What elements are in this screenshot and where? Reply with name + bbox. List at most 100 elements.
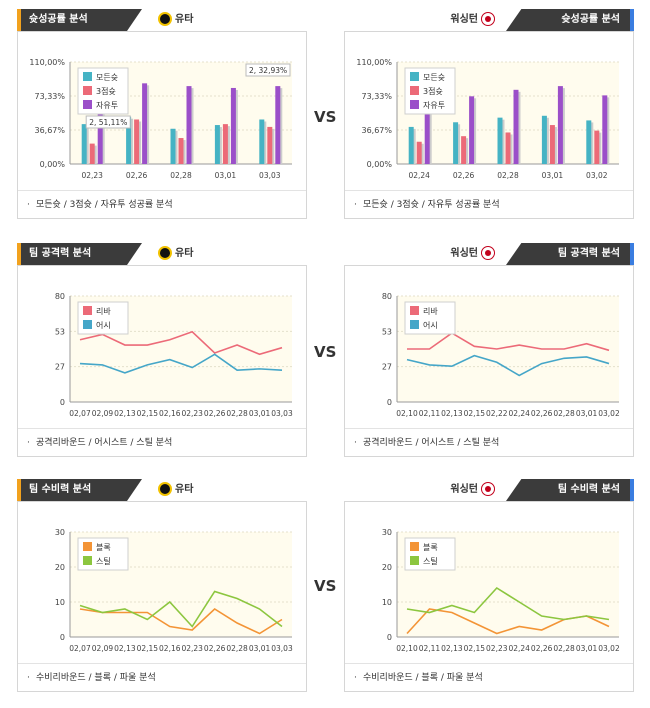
panel-tab-title: 슛성공률 분석 [17, 9, 142, 31]
team-label: 유타 [175, 484, 194, 495]
panel-header: 슛성공률 분석 유타 [17, 9, 307, 31]
x-tick-label: 02,28 [497, 171, 519, 180]
vs-label: VS [314, 577, 337, 595]
legend-swatch [83, 556, 92, 565]
x-tick-label: 02,28 [553, 644, 575, 653]
chart-box: 80 53 27 0 02,07 02,09 02,13 02,15 02,16 02,23 02,… [17, 265, 307, 457]
legend-label: 자유투 [96, 101, 118, 110]
x-tick-label: 03,03 [259, 171, 281, 180]
team-logo-icon [481, 246, 495, 260]
legend-label: 3점슛 [423, 86, 443, 96]
defense-panel-home: 팀 수비력 분석 유타 30 20 10 0 02,07 02,09 02,13 02,15 0… [17, 479, 307, 692]
y-tick-label: 20 [55, 563, 65, 572]
series-line [79, 590, 283, 628]
y-tick-label: 73,33% [34, 92, 65, 101]
legend-label: 리바 [423, 306, 438, 316]
x-tick-label: 03,02 [586, 171, 608, 180]
y-tick-label: 30 [55, 528, 65, 537]
x-tick-label: 02,26 [204, 409, 226, 418]
team-name: 워싱턴 [450, 479, 498, 501]
team-logo-icon [158, 482, 172, 496]
y-tick-label: 53 [55, 327, 65, 336]
bar [186, 86, 192, 164]
x-tick-label: 03,02 [598, 409, 620, 418]
x-tick-label: 02,26 [126, 171, 148, 180]
x-tick-label: 02,26 [531, 644, 553, 653]
legend-swatch [410, 100, 419, 109]
y-tick-label: 0 [387, 633, 392, 642]
x-tick-label: 02,11 [419, 644, 441, 653]
team-label: 워싱턴 [450, 248, 478, 259]
y-tick-label: 73,33% [361, 92, 392, 101]
bar [170, 128, 176, 164]
x-tick-label: 02,24 [508, 644, 530, 653]
x-tick-label: 03,02 [598, 644, 620, 653]
legend-label: 스틸 [96, 556, 111, 566]
series-line [406, 586, 610, 621]
bar [81, 124, 87, 164]
x-tick-label: 02,23 [181, 644, 203, 653]
x-tick-label: 02,26 [531, 409, 553, 418]
legend-label: 어시 [96, 320, 111, 330]
bar-chart: 110,00% 73,33% 36,67% 0,00% 02,23 02,26 02,28 0… [29, 58, 292, 180]
offense-panel-home: 팀 공격력 분석 유타 80 53 27 0 02,07 02,09 02,13 02,15 0… [17, 243, 307, 457]
x-tick-label: 02,23 [486, 644, 508, 653]
y-tick-label: 110,00% [356, 58, 392, 67]
x-tick-label: 02,28 [226, 409, 248, 418]
y-tick-label: 10 [55, 598, 65, 607]
team-name: 워싱턴 [450, 9, 498, 31]
shooting-panel-home: 슛성공률 분석 유타 110,00% 73,33% 36,67% 0,00% 02,23… [17, 9, 307, 219]
y-tick-label: 0 [60, 398, 65, 407]
x-tick-label: 03,01 [215, 171, 237, 180]
bar [586, 120, 592, 164]
legend-label: 블록 [96, 542, 111, 552]
x-tick-label: 02,13 [441, 644, 463, 653]
x-tick-label: 02,13 [441, 409, 463, 418]
bar [408, 126, 414, 164]
bar [230, 87, 236, 164]
x-tick-label: 02,22 [486, 409, 508, 418]
legend-swatch [83, 320, 92, 329]
chart-box: 30 20 10 0 02,07 02,09 02,13 02,15 02,16 02,23 02,… [17, 501, 307, 692]
y-tick-label: 27 [382, 363, 392, 372]
legend-swatch [83, 306, 92, 315]
y-tick-label: 36,67% [34, 126, 65, 135]
y-tick-label: 110,00% [29, 58, 65, 67]
x-tick-label: 03,01 [576, 644, 598, 653]
chart-footer: 수비리바운드 / 블록 / 파울 분석 [18, 663, 306, 692]
bar [89, 143, 95, 164]
x-tick-label: 02,28 [170, 171, 192, 180]
x-tick-label: 02,15 [137, 644, 159, 653]
team-name: 워싱턴 [450, 243, 498, 265]
panel-tab-title: 팀 수비력 분석 [17, 479, 142, 501]
x-tick-label: 02,09 [92, 409, 114, 418]
team-name: 유타 [155, 479, 193, 501]
x-tick-label: 02,28 [226, 644, 248, 653]
annotation-label: 2, 51,11% [89, 118, 127, 127]
bar [513, 89, 519, 164]
legend-swatch [410, 320, 419, 329]
bar [275, 86, 281, 164]
legend-label: 스틸 [423, 556, 438, 566]
team-name: 유타 [155, 9, 193, 31]
team-name: 유타 [155, 243, 193, 265]
bar [97, 108, 103, 164]
series-line [79, 330, 283, 356]
team-label: 유타 [175, 248, 194, 259]
bar [602, 95, 608, 164]
bar-chart: 110,00% 73,33% 36,67% 0,00% 02,24 02,26 02,28 0… [356, 58, 619, 180]
x-tick-label: 03,03 [271, 409, 293, 418]
series-line [406, 354, 610, 377]
chart-footer: 수비리바운드 / 블록 / 파울 분석 [345, 663, 633, 692]
legend-label: 자유투 [423, 101, 445, 110]
x-tick-label: 02,13 [114, 409, 136, 418]
y-tick-label: 30 [382, 528, 392, 537]
legend-swatch [83, 100, 92, 109]
y-tick-label: 0,00% [40, 160, 66, 169]
x-tick-label: 02,24 [508, 409, 530, 418]
bar [134, 119, 140, 164]
panel-tab-title: 슛성공률 분석 [506, 9, 634, 31]
